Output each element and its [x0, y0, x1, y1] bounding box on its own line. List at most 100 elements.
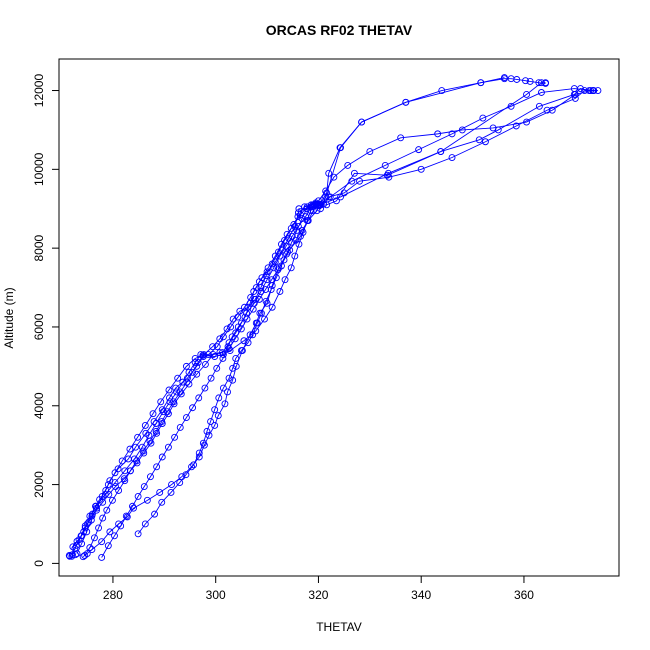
- data-point: [402, 98, 410, 106]
- data-point: [458, 126, 466, 134]
- data-point: [165, 386, 173, 394]
- data-point: [219, 351, 227, 358]
- y-tick-label: 8000: [32, 234, 46, 261]
- data-point: [262, 286, 269, 293]
- data-point: [219, 355, 227, 362]
- data-point: [138, 443, 146, 451]
- data-point: [513, 76, 521, 83]
- data-point: [176, 388, 184, 396]
- data-point: [255, 295, 263, 303]
- data-point: [193, 370, 201, 378]
- data-point: [477, 79, 485, 87]
- data-point: [253, 319, 261, 327]
- data-point: [98, 538, 106, 546]
- data-point: [229, 376, 237, 384]
- data-point: [291, 252, 299, 260]
- data-point: [189, 368, 197, 376]
- data-point: [193, 362, 201, 370]
- data-point: [164, 443, 172, 451]
- data-point: [200, 351, 208, 358]
- data-point: [332, 197, 340, 205]
- data-point: [437, 148, 445, 156]
- plot-series: [65, 74, 602, 561]
- data-point: [322, 193, 330, 201]
- data-point: [213, 343, 221, 351]
- data-point: [211, 406, 219, 414]
- data-point: [189, 404, 197, 412]
- data-point: [232, 355, 240, 362]
- data-point: [211, 422, 219, 429]
- y-axis-label: Altitude (m): [2, 287, 16, 348]
- data-point: [207, 418, 215, 425]
- data-point: [146, 473, 154, 481]
- data-point: [337, 144, 344, 152]
- data-point: [151, 510, 159, 518]
- data-point: [68, 551, 76, 559]
- data-point: [228, 333, 236, 341]
- data-point: [249, 305, 257, 313]
- data-point: [271, 258, 279, 266]
- data-point: [251, 295, 259, 303]
- data-point: [276, 252, 284, 260]
- data-point: [448, 130, 456, 138]
- data-point: [287, 264, 295, 272]
- data-point: [481, 138, 489, 146]
- data-point: [240, 337, 248, 345]
- y-tick-label: 2000: [32, 471, 46, 498]
- data-point: [122, 512, 130, 520]
- data-point: [285, 234, 293, 242]
- y-tick-label: 12000: [32, 74, 46, 108]
- data-point: [358, 118, 366, 126]
- data-point: [182, 414, 190, 422]
- data-point: [571, 94, 579, 102]
- data-point: [156, 489, 164, 496]
- data-point: [304, 217, 312, 225]
- data-point: [104, 481, 112, 489]
- data-point: [152, 427, 160, 435]
- data-point: [90, 534, 98, 542]
- data-point: [195, 449, 203, 457]
- data-point: [103, 506, 111, 514]
- data-point: [171, 433, 179, 441]
- data-point: [111, 469, 119, 477]
- data-point: [195, 394, 203, 402]
- data-point: [489, 124, 497, 132]
- data-point: [167, 489, 175, 496]
- data-point: [133, 457, 141, 465]
- data-point: [236, 307, 244, 315]
- data-point: [224, 343, 232, 351]
- data-point: [294, 223, 302, 230]
- data-point: [73, 550, 81, 557]
- data-point: [98, 554, 106, 561]
- data-point: [281, 276, 289, 284]
- series-7: [73, 200, 322, 557]
- data-point: [190, 461, 198, 469]
- data-point: [274, 266, 282, 274]
- data-point: [111, 479, 119, 487]
- data-point: [201, 384, 209, 392]
- data-point: [126, 445, 134, 453]
- data-point: [229, 315, 237, 323]
- data-point: [221, 400, 229, 408]
- data-point: [141, 520, 149, 528]
- data-point: [106, 528, 114, 536]
- data-point: [381, 161, 389, 169]
- data-point: [134, 530, 142, 538]
- data-point: [191, 355, 199, 362]
- data-point: [199, 439, 207, 447]
- data-point: [111, 532, 118, 540]
- data-point: [309, 207, 317, 215]
- data-point: [98, 492, 106, 500]
- data-point: [77, 532, 85, 540]
- x-tick-label: 340: [411, 588, 431, 602]
- data-point: [81, 552, 89, 559]
- data-point: [344, 161, 352, 169]
- data-point: [149, 410, 157, 418]
- data-point: [250, 288, 258, 295]
- data-point: [87, 516, 95, 524]
- data-point: [594, 87, 602, 94]
- data-point: [294, 209, 302, 217]
- data-point: [176, 479, 184, 487]
- data-point: [317, 205, 324, 213]
- data-point: [291, 223, 299, 230]
